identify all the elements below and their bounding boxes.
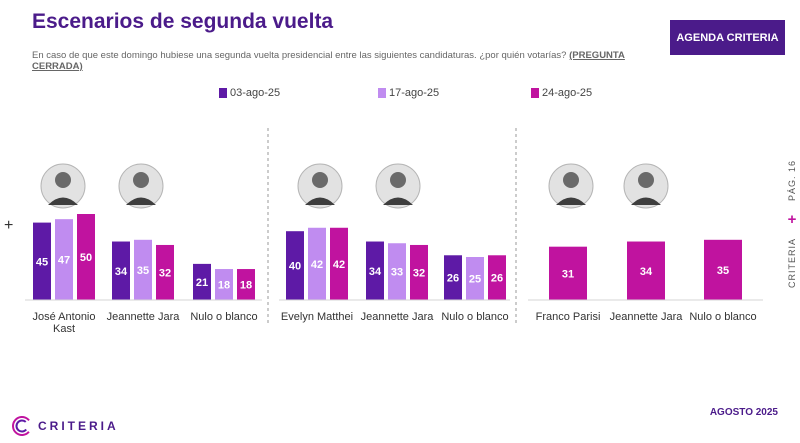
category-label: Jeannette Jara <box>107 311 181 323</box>
bar <box>444 255 462 300</box>
category-label: Jeannette Jara <box>361 311 435 323</box>
logo-text: CRITERIA <box>38 419 119 433</box>
bar <box>286 231 304 300</box>
bar <box>330 227 348 300</box>
page-title: Escenarios de segunda vuelta <box>32 10 334 33</box>
bar <box>549 246 587 300</box>
candidate-photo <box>623 163 669 209</box>
bar-value-label: 35 <box>717 265 729 277</box>
bar-value-label: 34 <box>115 266 128 278</box>
photo-shoulders <box>305 197 335 205</box>
bar-value-label: 26 <box>447 273 459 285</box>
legend-swatch <box>531 88 539 98</box>
category-label: Kast <box>53 323 75 335</box>
candidate-photo <box>40 163 86 209</box>
category-label: José Antonio <box>33 311 96 323</box>
page-number: PÁG. 16 <box>787 160 797 202</box>
category-label: Evelyn Matthei <box>281 311 353 323</box>
bar-value-label: 50 <box>80 252 92 264</box>
bars-layer: 45 47 50 34 35 32 21 18 18 40 42 42 34 33 32 26 25 26 31 34… <box>33 214 742 300</box>
candidate-photos <box>40 163 669 209</box>
side-label: PÁG. 16 + CRITERIA <box>785 160 799 290</box>
bar-value-label: 34 <box>640 266 653 278</box>
bar-value-label: 25 <box>469 274 481 286</box>
candidate-photo <box>297 163 343 209</box>
category-label: Nulo o blanco <box>190 311 257 323</box>
photo-head <box>390 172 406 188</box>
plus-icon: + <box>787 211 797 229</box>
category-label: Jeannette Jara <box>610 311 684 323</box>
legend-label: 03-ago-25 <box>230 87 281 99</box>
bar <box>488 255 506 300</box>
chart-subtitle: En caso de que este domingo hubiese una … <box>32 50 632 72</box>
category-label: Nulo o blanco <box>441 311 508 323</box>
subtitle-question: En caso de que este domingo hubiese una … <box>32 50 567 61</box>
chart-legend: 03-ago-25 17-ago-25 24-ago-25 <box>0 87 800 103</box>
bar-value-label: 47 <box>58 255 70 267</box>
bar <box>112 241 130 300</box>
criteria-logo-icon <box>12 416 32 436</box>
photo-head <box>563 172 579 188</box>
photo-shoulders <box>48 197 78 205</box>
bar <box>410 244 428 300</box>
photo-head <box>133 172 149 188</box>
photo-head <box>638 172 654 188</box>
runoff-scenarios-chart: 45 47 50 34 35 32 21 18 18 40 42 42 34 33 32 26 25 26 31 34… <box>25 128 763 335</box>
candidate-photo <box>118 163 164 209</box>
photo-shoulders <box>383 197 413 205</box>
category-label: Franco Parisi <box>536 311 601 323</box>
legend-swatch <box>378 88 386 98</box>
bar-value-label: 32 <box>413 267 425 279</box>
bar-value-label: 42 <box>333 259 345 271</box>
bar-value-label: 31 <box>562 268 574 280</box>
subtitle-note: (PREGUNTA CERRADA) <box>32 50 625 72</box>
report-date: AGOSTO 2025 <box>709 407 778 418</box>
bar-value-label: 32 <box>159 267 171 279</box>
legend-item-17-ago: 17-ago-25 <box>378 87 439 99</box>
bar <box>627 241 665 300</box>
legend-item-03-ago: 03-ago-25 <box>219 87 280 99</box>
bar-value-label: 35 <box>137 265 149 277</box>
bar <box>134 239 152 300</box>
legend-swatch <box>219 88 227 98</box>
bar <box>237 269 255 300</box>
bar-value-label: 40 <box>289 261 301 273</box>
bar-value-label: 21 <box>196 277 208 289</box>
photo-head <box>55 172 71 188</box>
category-label: Nulo o blanco <box>689 311 756 323</box>
bar <box>193 263 211 300</box>
bar <box>156 244 174 300</box>
photo-shoulders <box>556 197 586 205</box>
legend-label: 24-ago-25 <box>542 87 593 99</box>
bar <box>366 241 384 300</box>
bar <box>388 243 406 300</box>
legend-item-24-ago: 24-ago-25 <box>531 87 592 99</box>
bar <box>33 222 51 300</box>
bar-value-label: 18 <box>218 280 230 292</box>
bar-value-label: 34 <box>369 266 382 278</box>
scenario-dividers <box>267 128 517 325</box>
bar <box>215 269 233 300</box>
bar <box>77 214 95 300</box>
photo-head <box>312 172 328 188</box>
photo-shoulders <box>126 197 156 205</box>
bar-value-label: 33 <box>391 267 403 279</box>
photo-shoulders <box>631 197 661 205</box>
bar <box>55 219 73 300</box>
side-brand: CRITERIA <box>787 238 797 289</box>
bar-value-label: 18 <box>240 280 252 292</box>
agenda-criteria-badge: AGENDA CRITERIA <box>670 20 785 55</box>
candidate-photo <box>375 163 421 209</box>
bar <box>704 239 742 300</box>
bar-value-label: 42 <box>311 259 323 271</box>
bar <box>308 227 326 300</box>
legend-label: 17-ago-25 <box>389 87 440 99</box>
bar-value-label: 26 <box>491 273 503 285</box>
criteria-logo: CRITERIA <box>10 414 119 438</box>
candidate-photo <box>548 163 594 209</box>
plus-icon: + <box>4 217 14 234</box>
bar <box>466 257 484 300</box>
bar-value-label: 45 <box>36 256 48 268</box>
